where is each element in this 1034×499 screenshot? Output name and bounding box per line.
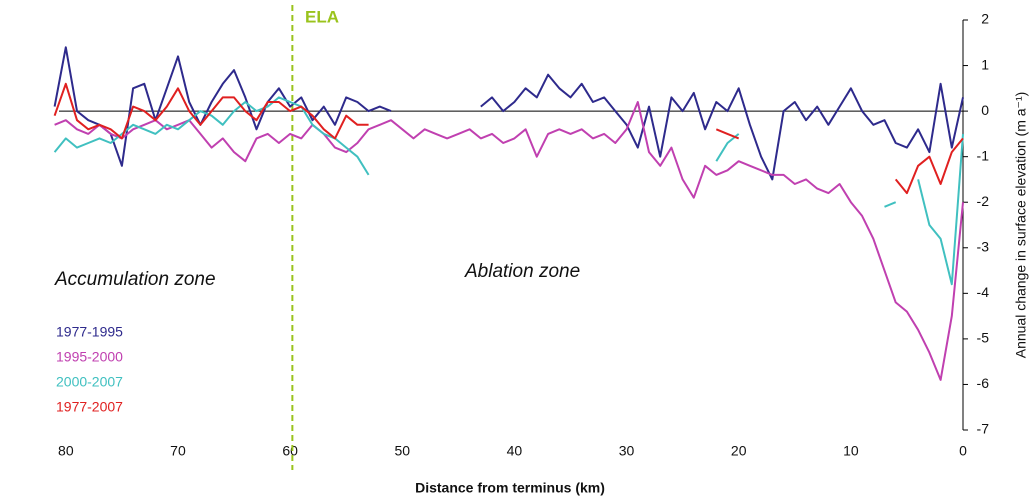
y-tick-label: -1 [977, 147, 990, 163]
y-tick-label: -2 [977, 193, 990, 209]
legend-entry: 1977-2007 [56, 399, 123, 415]
x-tick-label: 40 [507, 443, 523, 459]
y-tick-label: 0 [981, 102, 989, 118]
y-tick-label: 2 [981, 11, 989, 27]
y-tick-label: -6 [977, 375, 990, 391]
x-tick-label: 80 [58, 443, 74, 459]
y-tick-label: -4 [977, 284, 990, 300]
x-tick-label: 20 [731, 443, 747, 459]
x-tick-label: 10 [843, 443, 859, 459]
zone-label: Accumulation zone [54, 269, 216, 290]
series-line [54, 101, 964, 381]
y-tick-label: -7 [977, 421, 990, 437]
x-tick-label: 0 [959, 443, 967, 459]
x-tick-label: 70 [170, 443, 186, 459]
x-tick-label: 50 [394, 443, 410, 459]
zone-label: Ablation zone [464, 261, 580, 282]
x-tick-label: 30 [619, 443, 635, 459]
y-axis-label: Annual change in surface elevation (m a⁻… [1013, 92, 1029, 359]
series-line [53, 96, 964, 286]
legend-entry: 2000-2007 [56, 374, 123, 390]
x-axis-label: Distance from terminus (km) [415, 480, 605, 496]
ela-label: ELA [305, 7, 339, 26]
y-tick-label: -3 [977, 238, 990, 254]
legend-entry: 1977-1995 [56, 324, 123, 340]
y-tick-label: -5 [977, 330, 990, 346]
legend-entry: 1995-2000 [56, 349, 123, 365]
series-line [53, 82, 964, 195]
y-tick-label: 1 [981, 56, 989, 72]
x-tick-label: 60 [282, 443, 298, 459]
